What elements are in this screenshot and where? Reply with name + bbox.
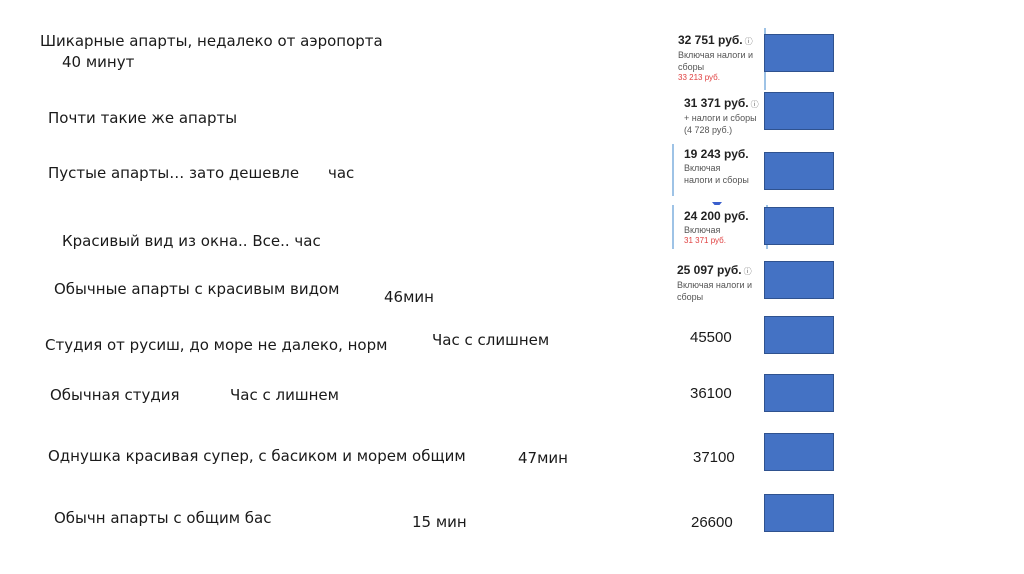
row-2-title: Почти такие же апарты xyxy=(48,109,238,127)
price-card-3: 19 243 руб. Включая налоги и сборы xyxy=(672,144,766,196)
row-6-time: Час с слишнем xyxy=(432,331,550,349)
blue-rect-7 xyxy=(764,374,834,412)
row-9-time: 15 мин xyxy=(412,513,467,531)
price-card-1-note1: Включая налоги и xyxy=(678,50,754,60)
blue-rect-4 xyxy=(764,207,834,245)
row-5-title: Обычные апарты с красивым видом xyxy=(54,280,340,298)
row-8-price: 37100 xyxy=(693,449,735,466)
price-card-5: 25 097 руб. ⓘ Включая налоги и сборы xyxy=(672,260,764,312)
row-8-time: 47мин xyxy=(518,449,568,467)
blue-rect-9 xyxy=(764,494,834,532)
price-card-4-note1: Включая xyxy=(684,225,721,235)
price-card-3-price: 19 243 руб. xyxy=(684,147,749,161)
blue-rect-8 xyxy=(764,433,834,471)
price-card-3-note1: Включая xyxy=(684,163,721,173)
price-card-4-price: 24 200 руб. xyxy=(684,209,749,223)
blue-rect-1 xyxy=(764,34,834,72)
row-6-price: 45500 xyxy=(690,329,732,346)
price-card-1: 32 751 руб. ⓘ Включая налоги и сборы 33 2… xyxy=(672,28,766,90)
price-card-4: 24 200 руб. Включая 31 371 руб. xyxy=(672,205,768,249)
info-icon: ⓘ xyxy=(750,100,759,109)
row-7-price: 36100 xyxy=(690,385,732,402)
row-6-title: Студия от русиш, до море не далеко, норм xyxy=(45,336,388,354)
price-card-2-price: 31 371 руб. xyxy=(684,96,749,110)
price-card-5-note2: сборы xyxy=(677,292,704,302)
row-1-title: Шикарные апарты, недалеко от аэропорта xyxy=(40,32,383,50)
price-card-1-note2: сборы xyxy=(678,62,705,72)
row-5-time: 46мин xyxy=(384,288,434,306)
blue-rect-6 xyxy=(764,316,834,354)
row-9-price: 26600 xyxy=(691,514,733,531)
blue-rect-3 xyxy=(764,152,834,190)
price-card-2: 31 371 руб. ⓘ + налоги и сборы (4 728 руб… xyxy=(672,92,764,142)
row-4-title: Красивый вид из окна.. Все.. час xyxy=(62,232,321,250)
price-card-5-price: 25 097 руб. xyxy=(677,263,742,277)
price-card-1-price: 32 751 руб. xyxy=(678,33,743,47)
row-3-title: Пустые апарты… зато дешевле xyxy=(48,164,300,182)
price-card-2-note2: (4 728 руб.) xyxy=(684,125,733,135)
blue-rect-2 xyxy=(764,92,834,130)
row-7-time: Час с лишнем xyxy=(230,386,339,404)
price-card-2-note1: + налоги и сборы xyxy=(684,113,757,123)
row-7-title: Обычная студия xyxy=(50,386,180,404)
row-8-title: Однушка красивая супер, с басиком и море… xyxy=(48,447,466,465)
info-icon: ⓘ xyxy=(743,267,752,276)
price-card-1-old-price: 33 213 руб. xyxy=(678,73,720,82)
price-card-3-note2: налоги и сборы xyxy=(684,175,749,185)
price-card-4-old-price: 31 371 руб. xyxy=(684,236,726,245)
info-icon: ⓘ xyxy=(744,37,753,46)
blue-rect-5 xyxy=(764,261,834,299)
price-card-5-note1: Включая налоги и xyxy=(677,280,753,290)
row-9-title: Обычн апарты с общим бас xyxy=(54,509,272,527)
row-1-time: 40 минут xyxy=(62,53,135,71)
row-3-time: час xyxy=(328,164,355,182)
